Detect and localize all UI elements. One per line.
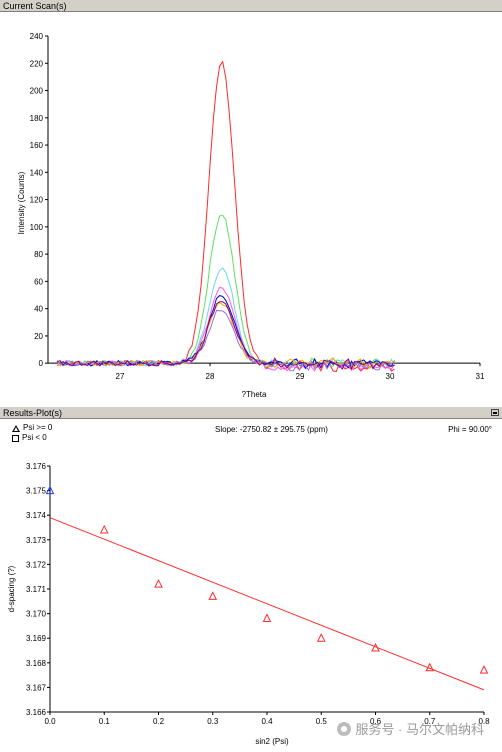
watermark-text: 服务号 · 马尔文帕纳科 (355, 722, 484, 737)
y-tick-label: 3.168 (26, 659, 47, 668)
y-tick-label: 220 (30, 59, 44, 68)
y-tick-label: 3.172 (26, 560, 47, 569)
phi-readout: Phi = 90.00° (448, 425, 492, 434)
data-point-triangle (154, 578, 163, 588)
results-legend: Psi >= 0 Psi < 0 (12, 423, 52, 443)
legend-item-psi-positive: Psi >= 0 (12, 423, 52, 433)
y-tick-label: 3.173 (26, 536, 47, 545)
legend-label: Psi >= 0 (23, 423, 53, 432)
scan-series-line (56, 60, 395, 373)
data-point-triangle (99, 524, 109, 534)
x-tick-label: 0.0 (44, 717, 56, 726)
y-tick-label: 240 (30, 32, 44, 41)
triangle-icon (12, 424, 20, 432)
results-plot-panel-title: Results-Plot(s) (3, 408, 63, 418)
data-point-triangle (262, 613, 272, 623)
y-tick-label: 3.175 (26, 487, 47, 496)
y-tick-label: 40 (34, 305, 43, 314)
scan-series-line (56, 214, 395, 369)
y-tick-label: 3.176 (26, 462, 47, 471)
square-icon (12, 434, 19, 442)
y-tick-label: 80 (34, 250, 43, 259)
x-axis-title: ?Theta (242, 390, 267, 399)
y-tick-label: 3.174 (26, 511, 47, 520)
scan-series-line (56, 309, 395, 372)
watermark: 服务号 · 马尔文帕纳科 (337, 719, 484, 738)
data-point-triangle (45, 485, 55, 495)
data-point-triangle (208, 591, 218, 600)
y-tick-label: 160 (30, 141, 44, 150)
y-tick-label: 0 (39, 359, 44, 368)
x-tick-label: 0.6 (370, 717, 382, 726)
scan-series-line (56, 301, 395, 371)
data-point-triangle (316, 633, 326, 642)
legend-item-psi-negative: Psi < 0 (12, 433, 52, 443)
current-scan-panel-bar: Current Scan(s) (0, 0, 502, 12)
y-tick-label: 180 (30, 114, 44, 123)
d-spacing-chart: 3.166 3.167 3.168 3.169 3.170 3.171 3.172 3.173… (7, 462, 490, 746)
x-tick-label: 0.7 (424, 717, 436, 726)
data-point-triangle (371, 642, 380, 652)
intensity-chart: 0 20 40 60 80 100 120 140 160 180 200 220 240 27 28 29 3… (17, 32, 485, 399)
x-axis-title: sin2 (Psi) (255, 737, 289, 746)
x-tick-label: 30 (386, 372, 395, 381)
y-tick-label: 100 (30, 223, 44, 232)
current-scan-panel-title: Current Scan(s) (3, 1, 67, 11)
x-tick-label: 0.5 (316, 717, 328, 726)
y-tick-label: 3.170 (26, 610, 47, 619)
y-tick-label: 20 (34, 332, 43, 341)
results-plot-panel-bar: Results-Plot(s) (0, 407, 502, 419)
x-tick-label: 0.3 (207, 717, 219, 726)
x-tick-label: 0.1 (99, 717, 111, 726)
y-tick-label: 60 (34, 277, 43, 286)
y-tick-label: 140 (30, 168, 44, 177)
y-tick-label: 3.169 (26, 634, 47, 643)
data-point-triangle (425, 662, 435, 672)
scan-series-line (56, 301, 395, 370)
x-tick-label: 0.2 (153, 717, 165, 726)
x-tick-label: 28 (206, 372, 215, 381)
x-tick-label: 31 (476, 372, 485, 381)
y-tick-label: 120 (30, 196, 44, 205)
y-axis-title: Intensity (Counts) (17, 171, 26, 234)
fit-line (49, 517, 485, 691)
minimize-icon[interactable] (491, 409, 499, 416)
y-tick-label: 200 (30, 87, 44, 96)
x-tick-label: 29 (296, 372, 305, 381)
scan-series-line (56, 267, 395, 370)
x-tick-label: 0.8 (478, 717, 490, 726)
y-tick-label: 3.166 (26, 708, 47, 717)
wechat-icon (337, 721, 352, 736)
slope-readout: Slope: -2750.82 ± 295.75 (ppm) (215, 425, 328, 434)
y-tick-label: 3.167 (26, 683, 47, 692)
x-tick-label: 27 (116, 372, 125, 381)
data-point-triangle (479, 665, 489, 674)
x-tick-label: 0.4 (261, 717, 273, 726)
legend-label: Psi < 0 (22, 433, 47, 442)
y-tick-label: 3.171 (26, 585, 47, 594)
y-axis-title: d-spacing (?) (7, 565, 16, 612)
